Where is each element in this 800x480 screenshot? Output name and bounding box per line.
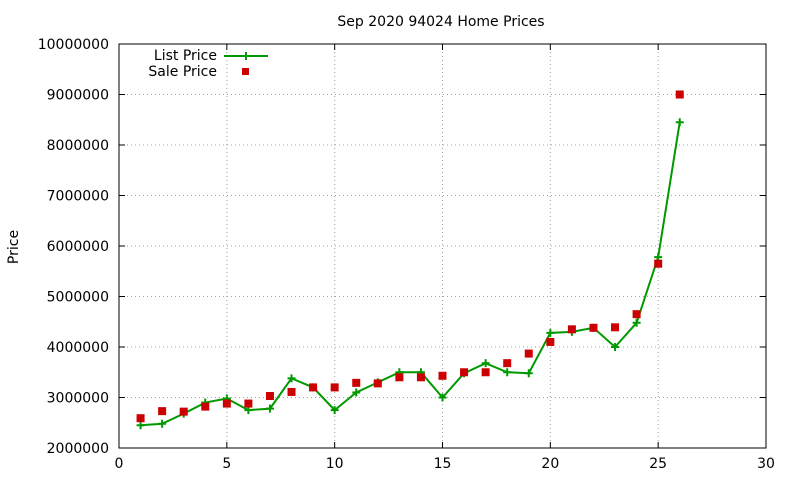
- sale-price-point: [524, 349, 533, 358]
- sale-price-point: [265, 391, 274, 400]
- sale-price-point: [503, 359, 512, 368]
- sale-price-point: [179, 407, 188, 416]
- sale-price-point: [675, 90, 684, 99]
- y-tick-label: 9000000: [47, 88, 109, 104]
- axis-ticks: [118, 43, 767, 449]
- y-tick-label: 3000000: [47, 391, 109, 407]
- sale-price-point: [201, 402, 210, 411]
- x-tick-label: 20: [541, 456, 559, 472]
- y-tick-label: 6000000: [47, 239, 109, 255]
- sale-price-point: [611, 323, 620, 332]
- y-tick-labels: 2000000 3000000 4000000 5000000 6000000 70000…: [38, 37, 109, 457]
- legend: List Price Sale Price: [148, 48, 268, 80]
- list-price-point: [352, 388, 361, 397]
- list-price-point: [438, 393, 447, 402]
- sale-price-point: [654, 259, 663, 268]
- x-tick-label: 0: [115, 456, 124, 472]
- y-axis-label: Price: [6, 230, 22, 264]
- y-tick-label: 7000000: [47, 189, 109, 205]
- sale-price-point: [589, 323, 598, 332]
- sale-price-point: [546, 337, 555, 346]
- list-price-point: [632, 318, 641, 327]
- sale-price-point: [438, 371, 447, 380]
- list-price-point: [265, 404, 274, 413]
- series-layer: [136, 90, 684, 430]
- list-price-point: [136, 421, 145, 430]
- sale-price-point: [373, 379, 382, 388]
- list-price-point: [611, 343, 620, 351]
- list-price-point: [546, 328, 555, 337]
- legend-label-list-price: List Price: [154, 48, 217, 64]
- sale-price-point: [481, 368, 490, 377]
- list-price-point: [330, 406, 339, 415]
- x-tick-label: 30: [757, 456, 775, 472]
- y-tick-label: 4000000: [47, 340, 109, 356]
- sale-price-point: [416, 373, 425, 382]
- sale-price-point: [567, 325, 576, 334]
- x-tick-labels: 0 5 10 15 20 25 30: [115, 456, 775, 472]
- list-price-point: [503, 368, 512, 377]
- chart-title: Sep 2020 94024 Home Prices: [337, 14, 544, 30]
- x-tick-label: 5: [222, 456, 231, 472]
- y-tick-label: 8000000: [47, 138, 109, 154]
- sale-price-point: [330, 383, 339, 392]
- sale-price-point: [460, 368, 469, 377]
- legend-marker-list-price: [242, 52, 250, 60]
- list-price-point: [675, 118, 684, 127]
- y-tick-label: 5000000: [47, 290, 109, 306]
- x-tick-label: 25: [649, 456, 667, 472]
- y-tick-label: 10000000: [38, 37, 109, 53]
- sale-price-point: [352, 378, 361, 387]
- list-price-point: [481, 359, 490, 368]
- legend-marker-sale-price: [242, 68, 249, 75]
- sale-price-point: [287, 387, 296, 396]
- grid-lines: [119, 44, 766, 448]
- x-tick-label: 10: [326, 456, 344, 472]
- y-tick-label: 2000000: [47, 441, 109, 457]
- list-price-line: [140, 122, 681, 427]
- list-price-point: [287, 374, 296, 383]
- sale-price-point: [395, 373, 404, 382]
- x-tick-label: 15: [434, 456, 452, 472]
- legend-label-sale-price: Sale Price: [148, 64, 217, 80]
- sale-price-point: [222, 399, 231, 408]
- sale-price-point: [244, 399, 253, 408]
- legend-plus-glyph: [242, 52, 250, 60]
- list-price-point: [524, 369, 533, 378]
- sale-price-point: [632, 310, 641, 319]
- sale-price-point: [136, 414, 145, 423]
- sale-price-point: [158, 407, 167, 416]
- sale-price-point: [309, 383, 318, 392]
- list-price-point: [158, 419, 167, 428]
